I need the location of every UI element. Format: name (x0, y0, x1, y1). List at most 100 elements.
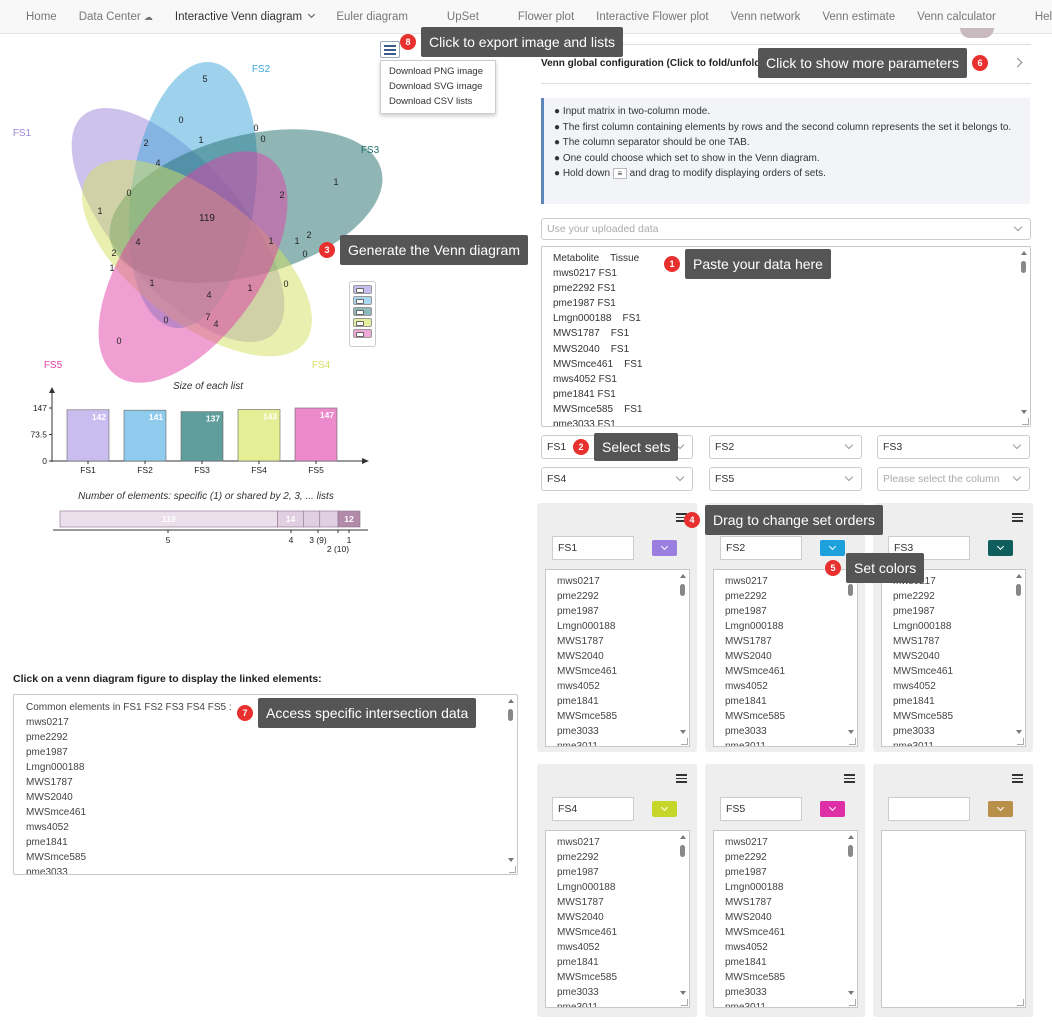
data-scrollbar[interactable] (1020, 251, 1028, 422)
drag-handle-icon[interactable] (1012, 513, 1023, 522)
legend-toggle-fs1[interactable] (353, 285, 372, 294)
panel-scrollbar[interactable] (847, 835, 855, 1003)
nav-interactive-flower[interactable]: Interactive Flower plot (596, 10, 709, 23)
drag-handle-icon[interactable] (676, 774, 687, 783)
venn-region-count[interactable]: 4 (135, 237, 140, 247)
set-name-input[interactable] (888, 797, 970, 821)
resize-grip-icon[interactable] (1017, 738, 1024, 745)
shared-segment-4[interactable] (319, 510, 339, 528)
resize-grip-icon[interactable] (849, 999, 856, 1006)
venn-region-count[interactable]: 4 (155, 158, 160, 168)
venn-region-count[interactable]: 4 (213, 319, 218, 329)
size-bar-fs3[interactable] (180, 411, 224, 462)
nav-upset[interactable]: UpSet (446, 10, 479, 23)
venn-region-count[interactable]: 2 (111, 248, 116, 258)
panel-scrollbar[interactable] (1015, 574, 1023, 742)
nav-flower-plot[interactable]: Flower plot (517, 10, 575, 23)
nav-help[interactable]: Help (1034, 10, 1052, 23)
nav-home[interactable]: Home (26, 10, 57, 23)
nav-data-center[interactable]: Data Center ☁ (68, 11, 164, 23)
venn-region-count[interactable]: 7 (205, 312, 210, 322)
legend-toggle-fs5[interactable] (353, 329, 372, 338)
set-name-input[interactable]: FS2 (720, 536, 802, 560)
set-select-3[interactable]: FS3 (877, 435, 1030, 459)
drag-handle-icon[interactable] (1012, 774, 1023, 783)
legend-toggle-fs4[interactable] (353, 318, 372, 327)
set-panel-2[interactable]: FS2 mws0217 pme2292 pme1987 Lmgn000188 MWS17… (705, 503, 865, 752)
set-name-input[interactable]: FS4 (552, 797, 634, 821)
venn-region-count[interactable]: 0 (253, 123, 258, 133)
venn-region-count[interactable]: 0 (260, 134, 265, 144)
download-csv-item[interactable]: Download CSV lists (389, 96, 473, 107)
resize-grip-icon[interactable] (681, 738, 688, 745)
venn-region-count[interactable]: 2 (143, 138, 148, 148)
color-picker-button[interactable] (652, 540, 677, 556)
nav-interactive-venn[interactable]: Interactive Venn diagram (164, 10, 325, 23)
venn-region-count[interactable]: 1 (294, 236, 299, 246)
venn-region-count[interactable]: 1 (149, 278, 154, 288)
color-picker-button[interactable] (988, 540, 1013, 556)
venn-region-count[interactable]: 2 (279, 190, 284, 200)
nav-venn-estimate[interactable]: Venn estimate (822, 10, 896, 23)
shared-segment-3[interactable] (302, 510, 321, 528)
set-select-5[interactable]: FS5 (709, 467, 862, 491)
color-picker-button[interactable] (820, 540, 845, 556)
venn-region-count[interactable]: 1 (198, 135, 203, 145)
venn-region-count[interactable]: 1 (109, 263, 114, 273)
color-picker-button[interactable] (988, 801, 1013, 817)
resize-grip-icon[interactable] (681, 999, 688, 1006)
set-select-6[interactable]: Please select the column (877, 467, 1030, 491)
size-bar-fs1[interactable] (66, 409, 110, 462)
venn-region-count[interactable]: 0 (163, 315, 168, 325)
venn-region-count[interactable]: 1 (97, 206, 102, 216)
data-source-select[interactable]: Use your uploaded data (541, 218, 1031, 240)
set-select-4[interactable]: FS4 (541, 467, 693, 491)
linked-scrollbar[interactable] (507, 699, 515, 870)
download-svg-item[interactable]: Download SVG image (389, 81, 483, 92)
color-picker-button[interactable] (820, 801, 845, 817)
nav-euler[interactable]: Euler diagram (336, 10, 408, 23)
drag-handle-icon[interactable] (676, 513, 687, 522)
set-name-input[interactable]: FS5 (720, 797, 802, 821)
venn-set-fs5[interactable] (61, 119, 325, 396)
size-bar-fs2[interactable] (123, 409, 167, 462)
set-panel-6[interactable] (873, 764, 1033, 1017)
legend-toggle-fs3[interactable] (353, 307, 372, 316)
venn-region-count[interactable]: 5 (202, 74, 207, 84)
set-elements-textarea[interactable] (881, 830, 1026, 1008)
set-select-2[interactable]: FS2 (709, 435, 862, 459)
venn-region-count[interactable]: 2 (306, 230, 311, 240)
resize-grip-icon[interactable] (1017, 999, 1024, 1006)
legend-toggle-fs2[interactable] (353, 296, 372, 305)
venn-region-count[interactable]: 0 (178, 115, 183, 125)
panel-scrollbar[interactable] (679, 835, 687, 1003)
set-elements-textarea[interactable]: mws0217pme2292pme1987Lmgn000188MWS1787MW… (881, 569, 1026, 747)
download-png-item[interactable]: Download PNG image (389, 66, 483, 77)
shared-segment-5[interactable] (337, 510, 361, 528)
set-panel-3[interactable]: FS3 mws0217pme2292pme1987Lmgn000188MWS17… (873, 503, 1033, 752)
panel-scrollbar[interactable] (679, 574, 687, 742)
set-panel-1[interactable]: FS1 mws0217 pme2292 pme1987 Lmgn000188 MWS17… (537, 503, 697, 752)
venn-region-count[interactable]: 119 (199, 213, 215, 224)
resize-grip-icon[interactable] (849, 738, 856, 745)
set-panel-5[interactable]: FS5 mws0217 pme2292 pme1987 Lmgn000188 MWS17… (705, 764, 865, 1017)
set-name-input[interactable]: FS1 (552, 536, 634, 560)
panel-scrollbar[interactable] (847, 574, 855, 742)
resize-grip-icon[interactable] (509, 866, 516, 873)
venn-config-toggle[interactable]: Venn global configuration (Click to fold… (541, 44, 1031, 84)
resize-grip-icon[interactable] (1022, 418, 1029, 425)
venn-region-count[interactable]: 4 (206, 290, 211, 300)
nav-venn-network[interactable]: Venn network (730, 10, 801, 23)
set-panel-4[interactable]: FS4 mws0217 pme2292 pme1987 Lmgn000188 MWS17… (537, 764, 697, 1017)
export-menu-button[interactable] (380, 41, 400, 58)
venn-region-count[interactable]: 1 (333, 177, 338, 187)
venn-region-count[interactable]: 0 (116, 336, 121, 346)
color-picker-button[interactable] (652, 801, 677, 817)
venn-region-count[interactable]: 1 (268, 236, 273, 246)
nav-venn-calculator[interactable]: Venn calculator (917, 10, 996, 23)
